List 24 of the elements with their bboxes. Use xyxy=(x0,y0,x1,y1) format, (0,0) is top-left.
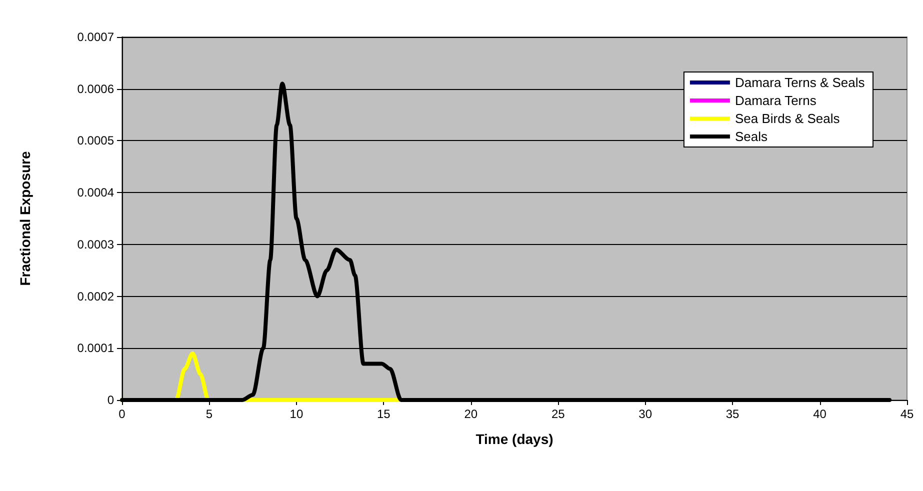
legend-label: Seals xyxy=(734,129,768,144)
x-tick-label: 30 xyxy=(638,407,652,421)
y-tick-label: 0 xyxy=(107,393,114,407)
y-tick-label: 0.0006 xyxy=(77,82,114,96)
legend-label: Damara Terns xyxy=(734,93,817,108)
x-tick-label: 25 xyxy=(551,407,566,421)
y-tick-label: 0.0001 xyxy=(77,341,114,356)
legend-label: Sea Birds & Seals xyxy=(734,111,840,126)
x-tick-label: 40 xyxy=(813,407,827,421)
x-tick-label: 10 xyxy=(290,407,304,421)
y-tick-label: 0.0005 xyxy=(77,134,114,148)
x-tick-label: 5 xyxy=(206,407,213,421)
y-tick-label: 0.0004 xyxy=(77,186,114,200)
x-tick-label: 0 xyxy=(118,407,126,421)
legend-label: Damara Terns & Seals xyxy=(734,75,866,90)
x-axis-title: Time (days) xyxy=(476,431,554,447)
x-tick-label: 45 xyxy=(900,407,914,421)
x-tick-label: 15 xyxy=(376,407,391,421)
y-tick-label: 0.0002 xyxy=(77,289,114,304)
y-tick-label: 0.0007 xyxy=(77,30,114,44)
y-axis-title: Fractional Exposure xyxy=(17,150,33,286)
x-tick-label: 35 xyxy=(726,407,740,421)
x-tick-label: 20 xyxy=(464,407,478,421)
y-tick-label: 0.0003 xyxy=(77,237,114,252)
